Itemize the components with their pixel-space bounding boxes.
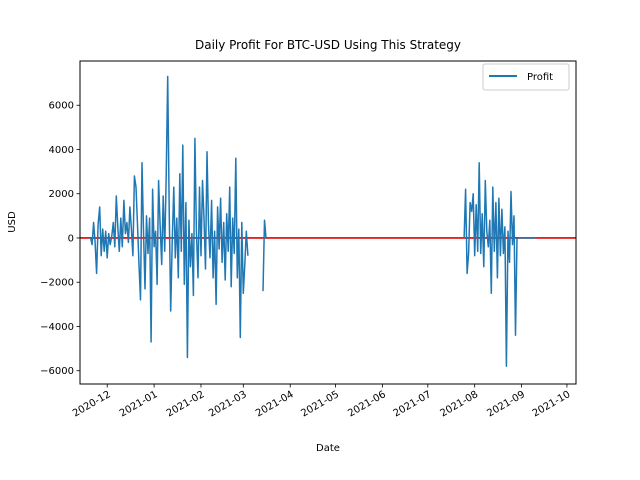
series-line-profit — [463, 162, 518, 368]
legend-box — [482, 63, 570, 91]
y-tick-label: 0 — [68, 233, 74, 244]
plot-area — [79, 60, 577, 385]
y-tick-label: −4000 — [40, 322, 74, 333]
y-tick-label: −6000 — [40, 366, 74, 377]
axes-frame — [79, 60, 577, 385]
y-tick-label: −2000 — [40, 278, 74, 289]
y-tick-label: 2000 — [49, 189, 74, 200]
series-layer — [89, 75, 536, 368]
chart-title: Daily Profit For BTC-USD Using This Stra… — [195, 38, 461, 52]
x-axis-label: Date — [316, 443, 340, 454]
legend: Profit — [482, 63, 570, 91]
legend-label-profit: Profit — [527, 72, 553, 83]
y-axis-label: USD — [7, 211, 18, 233]
series-line-profit — [262, 219, 267, 292]
y-axis: −6000 −4000 −2000 0 2000 4000 6000 — [40, 101, 80, 377]
y-tick-label: 6000 — [49, 101, 74, 112]
y-tick-label: 4000 — [49, 145, 74, 156]
series-line-profit — [89, 75, 249, 359]
